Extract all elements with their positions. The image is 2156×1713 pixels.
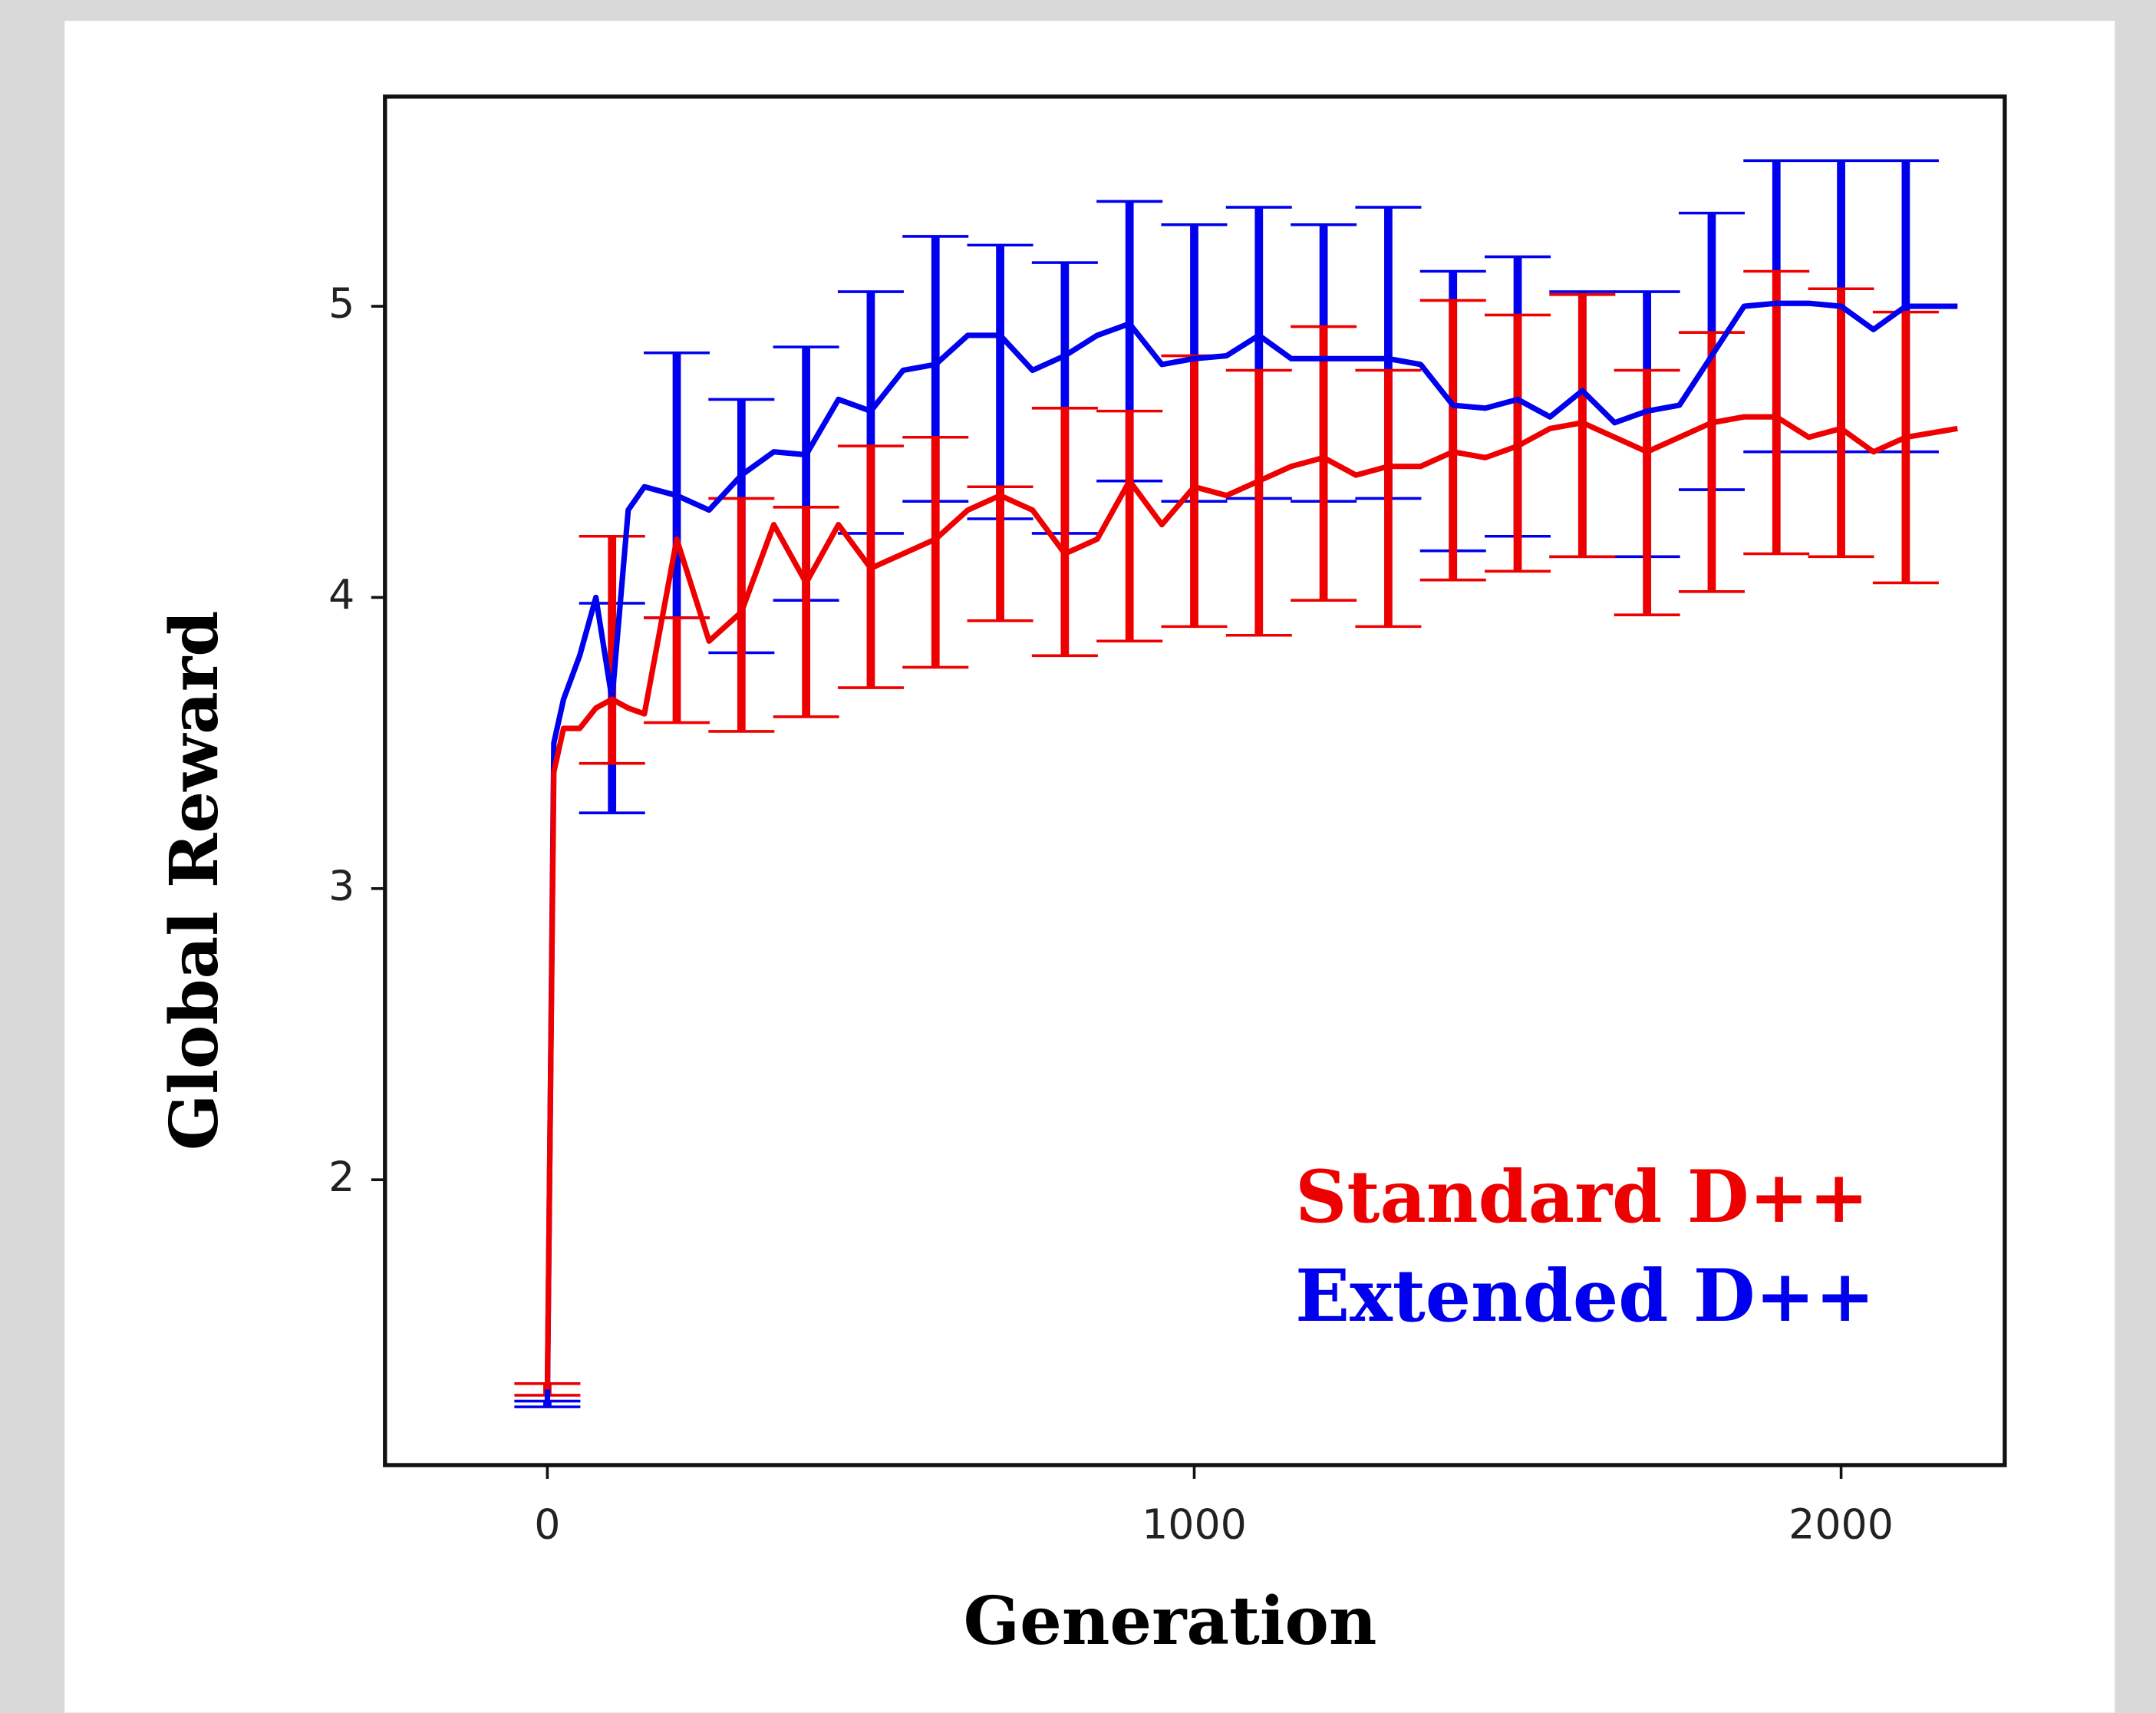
error-bar: [1225, 368, 1292, 637]
error-bar: [1808, 287, 1874, 559]
plot-area: [514, 159, 1958, 1408]
x-tick-label: 1000: [1142, 1500, 1247, 1548]
error-bar: [902, 435, 969, 669]
y-tick-label: 4: [328, 570, 354, 619]
panel: [64, 21, 2115, 1713]
legend-entry: Standard D++: [1295, 1155, 1869, 1239]
legend-entry: Extended D++: [1295, 1254, 1875, 1338]
error-bar: [579, 534, 645, 765]
series-line: [544, 414, 1958, 1390]
error-bar: [1872, 310, 1939, 585]
error-bar: [1419, 299, 1486, 582]
error-bar: [1291, 325, 1357, 602]
error-bar: [967, 485, 1033, 622]
error-bar: [773, 506, 839, 718]
error-bar: [1678, 331, 1745, 593]
error-bar: [1355, 368, 1422, 629]
y-tick-label: 2: [328, 1153, 354, 1201]
error-bar: [1031, 407, 1098, 658]
y-tick-label: 5: [328, 279, 354, 328]
y-axis-label: Global Reward: [156, 611, 233, 1150]
series-line: [544, 300, 1958, 1404]
error-bar: [1743, 269, 1810, 556]
error-bar: [644, 616, 710, 724]
error-bar: [1096, 409, 1163, 643]
y-tick-label: 3: [328, 861, 354, 909]
x-tick-label: 0: [534, 1500, 560, 1548]
x-axis-label: Generation: [964, 1583, 1377, 1660]
x-tick-label: 2000: [1788, 1500, 1894, 1548]
error-bars: [514, 269, 1939, 1397]
